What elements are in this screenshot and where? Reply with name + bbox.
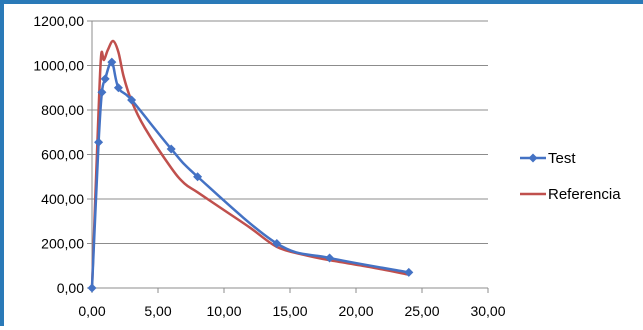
x-axis-tick-labels: 0,00 5,00 10,00 15,00 20,00 25,00 30,00 — [78, 303, 505, 319]
series-line-test — [90, 60, 410, 289]
x-tick-label: 15,00 — [272, 303, 307, 319]
legend: Test Referencia — [520, 150, 621, 203]
series-line-referencia — [90, 39, 410, 289]
y-tick-label: 1200,00 — [33, 13, 84, 29]
data-point-test — [193, 172, 203, 182]
y-tick-label: 800,00 — [41, 102, 84, 118]
legend-label-test: Test — [548, 150, 576, 167]
x-tick-label: 10,00 — [206, 303, 241, 319]
data-point-test — [97, 87, 107, 97]
data-point-test — [404, 267, 414, 277]
x-tick-label: 5,00 — [144, 303, 171, 319]
line-chart: 0,00 200,00 400,00 600,00 800,00 1000,00 1200,… — [33, 13, 621, 319]
legend-label-referencia: Referencia — [548, 186, 621, 203]
data-point-test — [272, 239, 282, 248]
y-tick-label: 200,00 — [41, 236, 84, 252]
data-point-test — [100, 74, 110, 84]
data-point-test — [94, 137, 104, 147]
x-tick-label: 25,00 — [404, 303, 439, 319]
y-tick-label: 600,00 — [41, 147, 84, 163]
gridlines — [92, 20, 488, 244]
data-point-test — [87, 283, 97, 293]
data-point-test — [113, 83, 123, 93]
series-layer — [87, 39, 414, 293]
y-tick-label: 400,00 — [41, 191, 84, 207]
y-tick-label: 0,00 — [57, 280, 84, 296]
x-tick-label: 20,00 — [338, 303, 373, 319]
data-point-test — [166, 144, 176, 154]
data-point-test — [107, 57, 117, 67]
y-axis-tick-labels: 0,00 200,00 400,00 600,00 800,00 1000,00 1200,… — [33, 13, 84, 296]
x-tick-label: 0,00 — [78, 303, 105, 319]
axes — [87, 20, 489, 293]
data-point-test — [127, 95, 137, 105]
x-tick-label: 30,00 — [470, 303, 505, 319]
data-point-test — [325, 253, 335, 263]
y-tick-label: 1000,00 — [33, 58, 84, 74]
legend-marker-test — [528, 153, 538, 163]
